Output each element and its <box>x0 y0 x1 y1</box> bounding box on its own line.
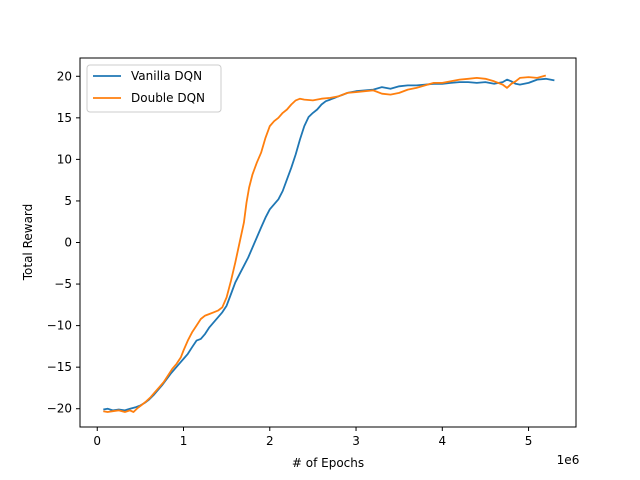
series-line-double-dqn <box>103 74 547 413</box>
x-tick-label: 3 <box>352 434 360 448</box>
x-tick-label: 0 <box>93 434 101 448</box>
y-tick-label: 20 <box>57 69 72 83</box>
x-axis-offset-label: 1e6 <box>557 453 580 467</box>
legend: Vanilla DQN Double DQN <box>86 64 222 113</box>
y-tick-label: −20 <box>47 402 72 416</box>
y-axis: −20 −15 −10 −5 0 5 10 15 20 <box>47 69 80 416</box>
legend-label-vanilla-dqn: Vanilla DQN <box>131 69 202 83</box>
y-tick-label: 0 <box>64 236 72 250</box>
plot-lines <box>103 74 555 413</box>
y-tick-label: 15 <box>57 111 72 125</box>
legend-label-double-dqn: Double DQN <box>131 91 205 105</box>
x-axis: 0 1 2 3 4 5 <box>93 427 532 448</box>
y-tick-label: −5 <box>54 277 72 291</box>
y-tick-label: 10 <box>57 152 72 166</box>
x-tick-label: 2 <box>266 434 274 448</box>
series-line-vanilla-dqn <box>103 77 555 412</box>
y-tick-label: 5 <box>64 194 72 208</box>
x-tick-label: 1 <box>180 434 188 448</box>
x-tick-label: 5 <box>525 434 533 448</box>
y-tick-label: −15 <box>47 360 72 374</box>
x-axis-label: # of Epochs <box>292 456 364 470</box>
y-tick-label: −10 <box>47 319 72 333</box>
x-tick-label: 4 <box>438 434 446 448</box>
y-axis-label: Total Reward <box>21 204 35 282</box>
